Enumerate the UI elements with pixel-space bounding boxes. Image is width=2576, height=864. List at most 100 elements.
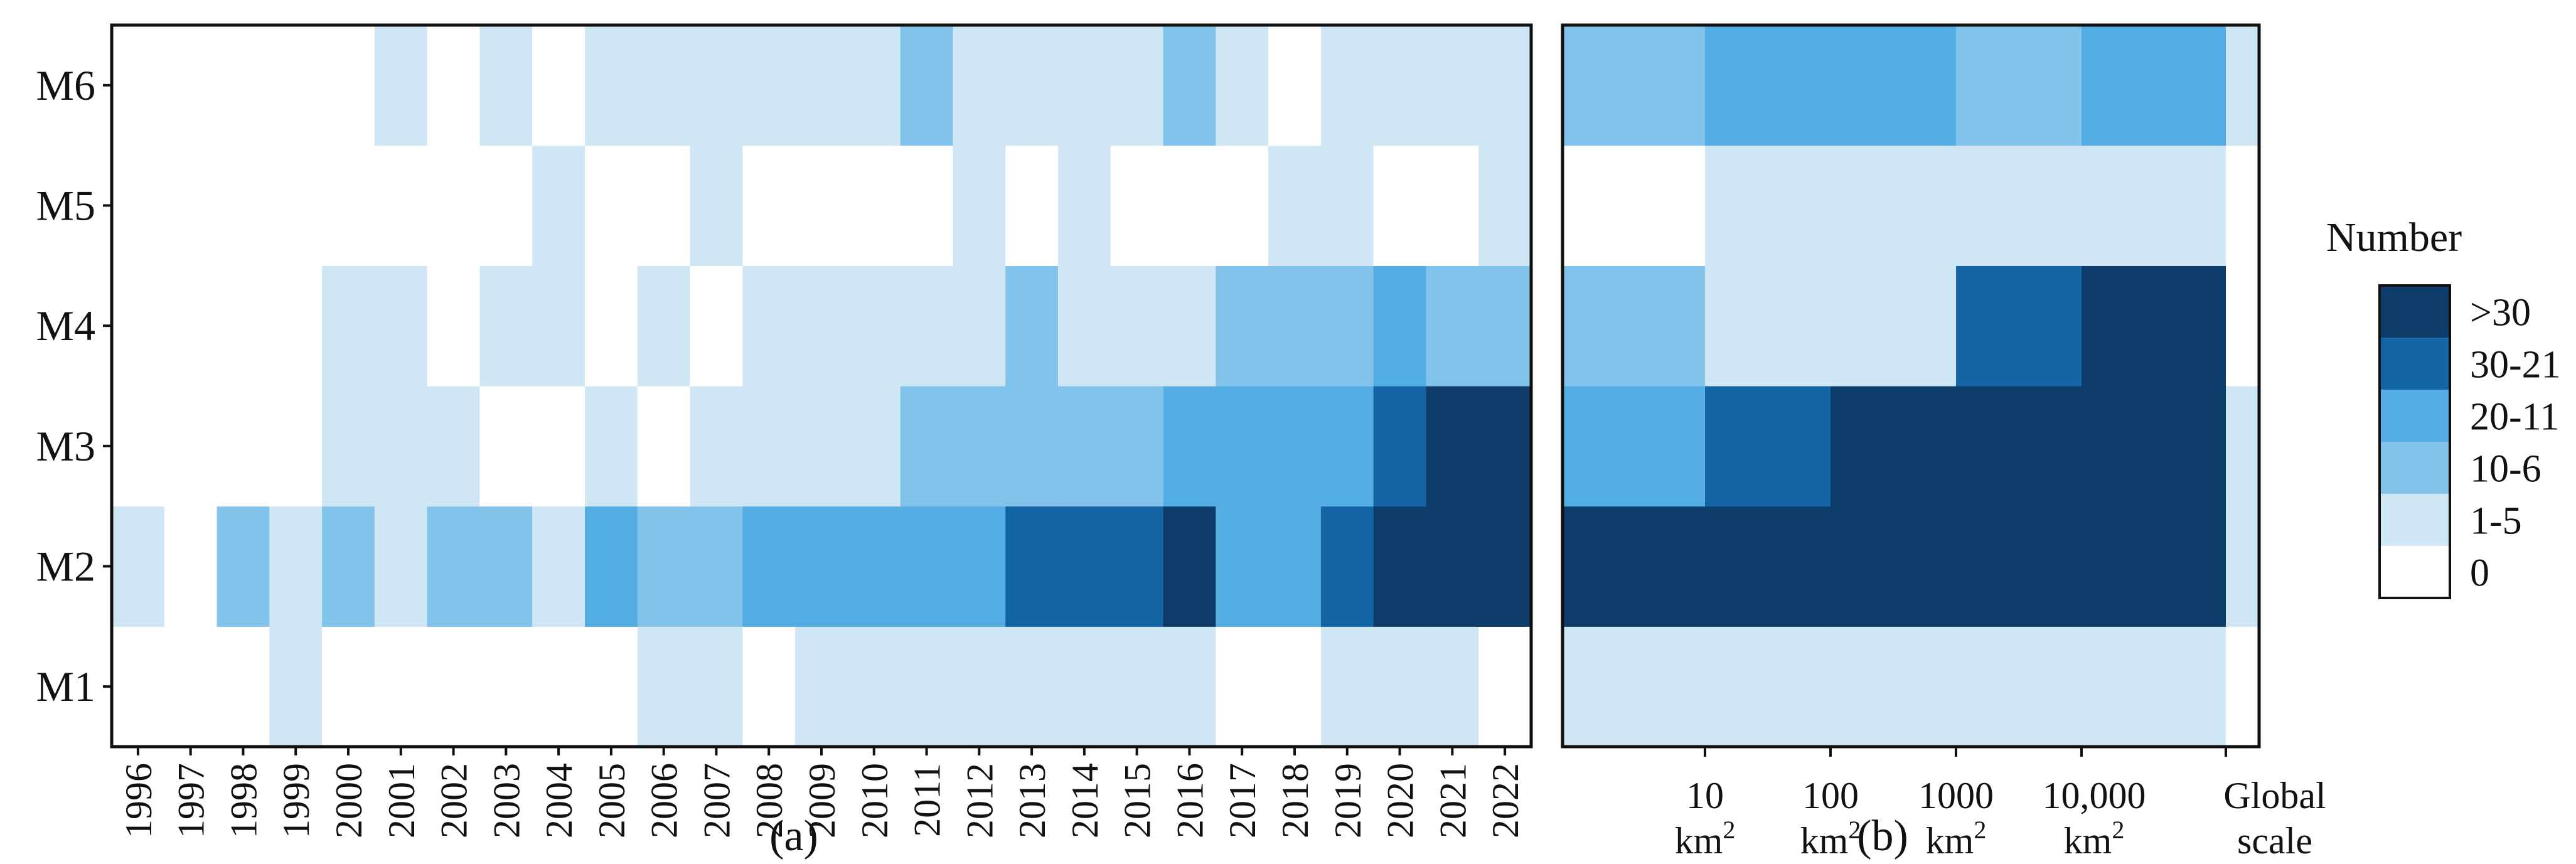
cell-a-M1-2001 (374, 626, 428, 747)
cell-a-M2-2016 (1163, 506, 1216, 627)
legend-title: Number (2326, 215, 2462, 260)
cell-a-M3-2006 (637, 386, 691, 507)
x-label-a: 1998 (223, 763, 264, 838)
cell-a-M3-2012 (953, 386, 1006, 507)
cell-a-M6-2005 (585, 25, 638, 146)
cell-b-M6-col3 (1956, 25, 2082, 146)
x-label-b-line2: scale (2237, 820, 2312, 861)
cell-b-M2-col5 (2226, 506, 2260, 627)
x-label-a: 2014 (1064, 763, 1106, 838)
legend-label: 10-6 (2470, 448, 2541, 491)
x-label-a: 1999 (275, 763, 317, 838)
cell-b-M3-col1 (1705, 386, 1831, 507)
cell-b-M2-col2 (1830, 506, 1957, 627)
cell-a-M6-2018 (1268, 25, 1322, 146)
cell-a-M3-2002 (427, 386, 481, 507)
cell-a-M5-2003 (479, 145, 533, 266)
cell-a-M5-1996 (112, 145, 165, 266)
cell-a-M6-2011 (900, 25, 954, 146)
x-label-a: 2021 (1432, 763, 1473, 838)
cell-a-M4-2020 (1373, 265, 1427, 387)
cell-a-M1-2002 (427, 626, 481, 747)
x-label-a: 2018 (1275, 763, 1316, 838)
cell-a-M1-1999 (269, 626, 323, 747)
y-label-a: M1 (36, 663, 95, 710)
legend-label: 0 (2470, 552, 2489, 595)
x-label-b-line1: 1000 (1918, 775, 1994, 816)
cell-a-M3-2016 (1163, 386, 1216, 507)
x-label-a: 2001 (381, 763, 422, 838)
panel-b-frame (1561, 23, 2261, 749)
cell-a-M2-1999 (269, 506, 323, 627)
legend-label: 20-11 (2470, 396, 2559, 439)
cell-a-M2-2008 (742, 506, 796, 627)
cell-a-M3-1997 (164, 386, 218, 507)
x-label-a: 1996 (118, 763, 159, 838)
cell-a-M6-2019 (1320, 25, 1374, 146)
cell-a-M6-2001 (374, 25, 428, 146)
x-label-a: 2000 (328, 763, 370, 838)
cell-a-M3-2010 (847, 386, 901, 507)
cell-a-M5-2020 (1373, 145, 1427, 266)
cell-a-M4-2015 (1110, 265, 1164, 387)
cell-a-M3-2015 (1110, 386, 1164, 507)
cell-b-M6-col4 (2082, 25, 2226, 146)
panel-a-heatmap: M1 M2 M3 M4 M5 M6 1996 1997 1998 1999 2000 2001 2002… (36, 23, 1533, 838)
cell-a-M4-1999 (269, 265, 323, 387)
cell-a-M6-2002 (427, 25, 481, 146)
cell-a-M1-2004 (532, 626, 585, 747)
cell-a-M1-2016 (1163, 626, 1216, 747)
legend-label: >30 (2470, 292, 2531, 334)
cell-b-M2-col4 (2082, 506, 2226, 627)
legend-swatch (2380, 442, 2450, 494)
cell-a-M4-2019 (1320, 265, 1374, 387)
cell-a-M4-2000 (322, 265, 375, 387)
cell-a-M2-2022 (1478, 506, 1532, 627)
y-label-a: M2 (36, 543, 95, 590)
x-label-a: 2005 (591, 763, 633, 838)
cell-a-M1-2018 (1268, 626, 1322, 747)
x-label-b-line1: Global (2223, 775, 2326, 816)
legend-label: 30-21 (2470, 344, 2561, 387)
cell-a-M5-2011 (900, 145, 954, 266)
x-label-a: 2013 (1012, 763, 1053, 838)
cell-a-M5-1997 (164, 145, 218, 266)
cell-a-M5-2006 (637, 145, 691, 266)
cell-a-M4-2009 (795, 265, 848, 387)
cell-a-M6-2007 (690, 25, 743, 146)
cell-b-M3-col3 (1956, 386, 2082, 507)
cell-a-M1-2010 (847, 626, 901, 747)
cell-a-M1-1996 (112, 626, 165, 747)
x-label-b-line1: 100 (1802, 775, 1859, 816)
cell-a-M5-2018 (1268, 145, 1322, 266)
cell-b-M4-col3 (1956, 265, 2082, 387)
cell-a-M5-1999 (269, 145, 323, 266)
cell-a-M6-1999 (269, 25, 323, 146)
y-label-a: M4 (36, 302, 95, 349)
cell-a-M6-1997 (164, 25, 218, 146)
cell-a-M2-1997 (164, 506, 218, 627)
cell-a-M1-2006 (637, 626, 691, 747)
cell-a-M4-2006 (637, 265, 691, 387)
cell-a-M4-2007 (690, 265, 743, 387)
x-label-b-line1: 10,000 (2043, 775, 2146, 816)
cell-a-M5-2022 (1478, 145, 1532, 266)
cell-b-M3-col4 (2082, 386, 2226, 507)
cell-a-M6-1996 (112, 25, 165, 146)
cell-b-M3-col0 (1563, 386, 1706, 507)
cell-a-M3-2021 (1426, 386, 1479, 507)
cell-a-M1-2020 (1373, 626, 1427, 747)
cell-a-M3-2017 (1216, 386, 1269, 507)
cell-a-M1-2019 (1320, 626, 1374, 747)
cell-b-M3-col5 (2226, 386, 2260, 507)
cell-a-M5-2004 (532, 145, 585, 266)
cell-a-M1-2012 (953, 626, 1006, 747)
cell-a-M1-2011 (900, 626, 954, 747)
cell-a-M1-2013 (1005, 626, 1059, 747)
cell-a-M6-2006 (637, 25, 691, 146)
cell-a-M3-2020 (1373, 386, 1427, 507)
cell-a-M3-1996 (112, 386, 165, 507)
cell-a-M4-2011 (900, 265, 954, 387)
